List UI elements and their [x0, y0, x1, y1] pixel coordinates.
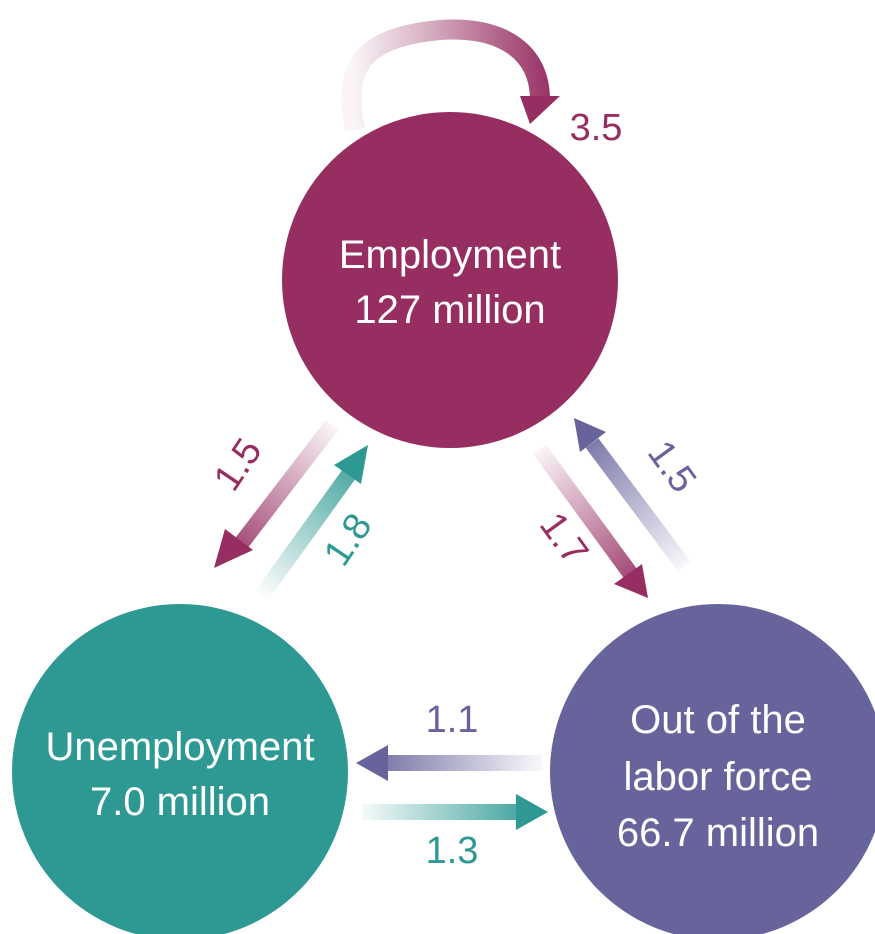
node-out-of-labor-force: Out of the labor force 66.7 million	[550, 604, 875, 934]
flow-label-unemployment-to-out-of-labor-force: 1.3	[426, 830, 479, 872]
arrow-unemployment-to-employment	[255, 445, 368, 600]
unemployment-value: 7.0 million	[90, 780, 270, 824]
node-unemployment: Unemployment 7.0 million	[12, 604, 348, 934]
flow-label-out-of-labor-force-to-employment: 1.5	[639, 433, 704, 500]
employment-title: Employment	[339, 233, 561, 277]
flow-label-employment-to-employment: 3.5	[570, 107, 623, 149]
loop-arrow-employment	[341, 19, 560, 132]
arrow-out-of-labor-force-to-employment	[574, 418, 691, 571]
arrow-employment-to-unemployment	[214, 420, 339, 568]
out-of-labor-force-value: 66.7 million	[617, 811, 819, 855]
employment-value: 127 million	[354, 288, 545, 332]
out-of-labor-force-circle	[550, 604, 875, 934]
out-of-labor-force-title-line1: Out of the	[630, 698, 806, 742]
flow-label-employment-to-unemployment: 1.5	[206, 431, 270, 498]
arrow-employment-to-out-of-labor-force	[533, 445, 648, 598]
unemployment-circle	[12, 604, 348, 934]
out-of-labor-force-title-line2: labor force	[624, 755, 813, 799]
node-employment: Employment 127 million	[282, 112, 618, 448]
unemployment-title: Unemployment	[45, 725, 314, 769]
arrow-unemployment-to-out-of-labor-force	[362, 794, 548, 830]
flow-label-out-of-labor-force-to-unemployment: 1.1	[426, 699, 479, 741]
arrow-out-of-labor-force-to-unemployment	[356, 745, 542, 781]
employment-circle	[282, 112, 618, 448]
